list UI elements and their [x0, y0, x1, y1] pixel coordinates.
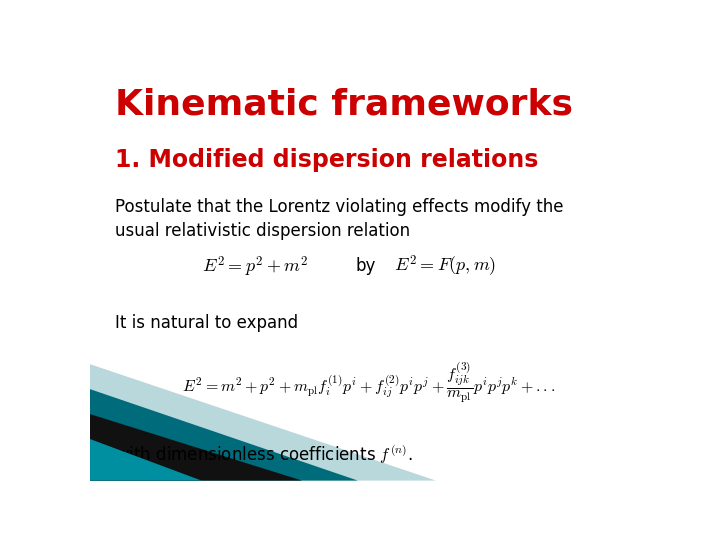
Text: by: by [355, 258, 375, 275]
Text: $E^2 = F(p, m)$: $E^2 = F(p, m)$ [394, 254, 496, 279]
Polygon shape [90, 439, 202, 481]
Text: It is natural to expand: It is natural to expand [115, 314, 298, 332]
Text: Kinematic frameworks: Kinematic frameworks [115, 87, 573, 122]
Text: with dimensionless coefficients $f^{(n)}$.: with dimensionless coefficients $f^{(n)}… [115, 442, 413, 465]
Polygon shape [90, 414, 302, 481]
Polygon shape [90, 364, 436, 481]
Polygon shape [90, 389, 358, 481]
Text: Postulate that the Lorentz violating effects modify the
usual relativistic dispe: Postulate that the Lorentz violating eff… [115, 198, 564, 240]
Text: $E^2 = p^2 + m^2$: $E^2 = p^2 + m^2$ [202, 254, 307, 279]
Text: 1. Modified dispersion relations: 1. Modified dispersion relations [115, 148, 539, 172]
Text: $E^2 = m^2 + p^2 + m_{\rm pl}f_i^{(1)}p^i + f_{ij}^{(2)}p^ip^j + \dfrac{f_{ijk}^: $E^2 = m^2 + p^2 + m_{\rm pl}f_i^{(1)}p^… [182, 361, 556, 405]
